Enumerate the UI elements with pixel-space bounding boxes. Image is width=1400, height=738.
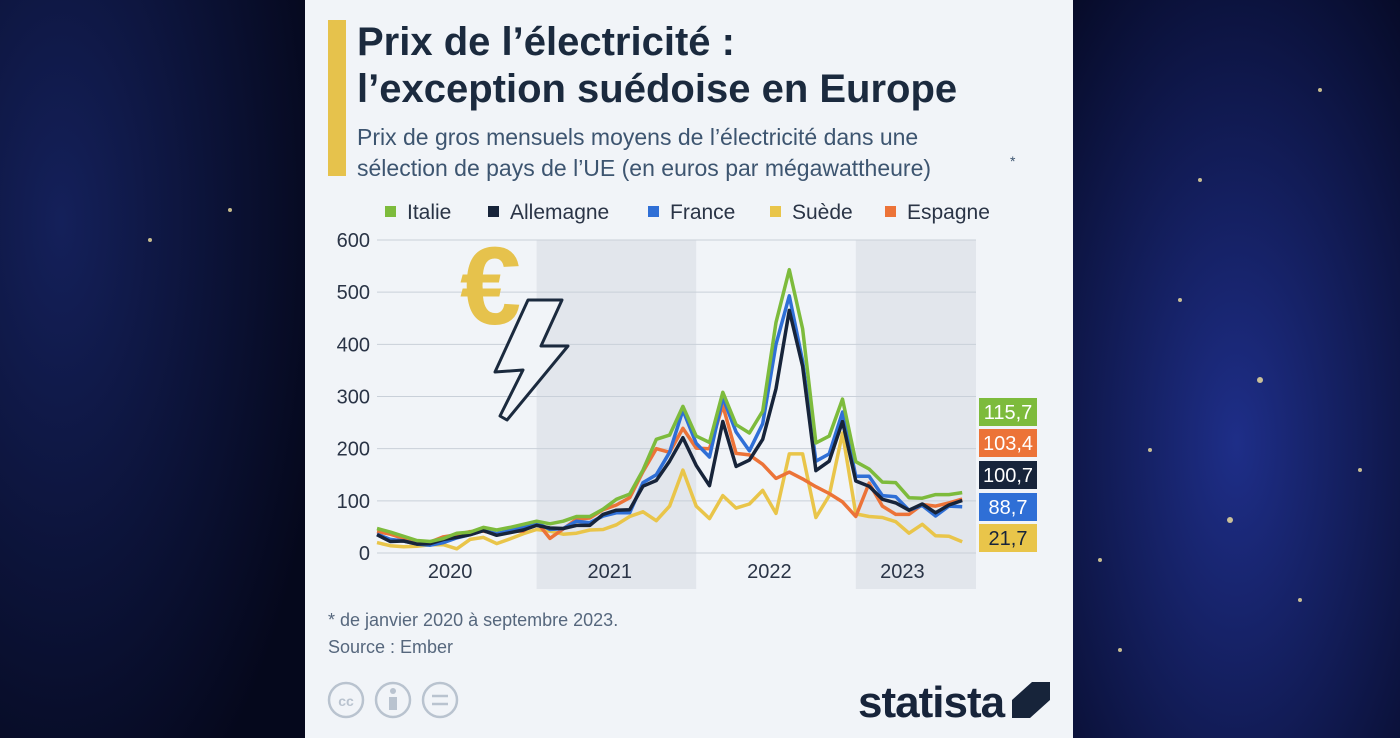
y-tick-label: 600 [337,230,370,252]
legend-swatch [770,206,781,217]
end-value-label: 21,7 [989,528,1028,550]
y-tick-label: 200 [337,439,370,461]
end-value-box [979,524,1037,552]
title: l’exception suédoise en Europe [357,67,957,111]
legend-swatch [385,206,396,217]
city-lights [148,88,1362,652]
x-tick-label: 2022 [747,561,792,583]
end-value-label: 103,4 [983,433,1033,455]
svg-text:cc: cc [338,693,354,709]
series-line [376,308,963,546]
end-value-box [979,493,1037,521]
y-tick-label: 300 [337,387,370,409]
end-value-box [979,461,1037,489]
end-value-box [979,398,1037,426]
title: Prix de l’électricité : [357,20,735,64]
brand-logo [1012,682,1050,718]
footnote: * de janvier 2020 à septembre 2023. [328,610,618,630]
legend-label: Italie [407,201,451,224]
accent-bar [328,20,346,176]
legend-label: France [670,201,735,224]
end-value-label: 100,7 [983,465,1033,487]
y-tick-label: 500 [337,282,370,304]
series-line [376,267,963,544]
legend-label: Espagne [907,201,990,224]
y-tick-label: 100 [337,491,370,513]
end-value-label: 115,7 [984,402,1033,424]
end-value-label: 88,7 [989,497,1028,519]
y-tick-label: 400 [337,334,370,356]
source: Source : Ember [328,637,453,657]
x-tick-label: 2020 [428,561,473,583]
brand: statista [858,678,1006,727]
series-line [376,431,963,551]
end-value-box [979,429,1037,457]
subtitle: sélection de pays de l’UE (en euros par … [357,155,931,181]
lightning-icon [493,298,570,422]
x-tick-label: 2023 [880,561,925,583]
legend-label: Suède [792,201,853,224]
background-right [1073,0,1400,738]
plot: 0 100 200 300 400 500 600 2020 2021 2022 2023 Itali… [337,201,1037,589]
subtitle-marker: * [1010,153,1016,169]
legend-swatch [488,206,499,217]
subtitle: Prix de gros mensuels moyens de l’électr… [357,124,918,150]
y-tick-label: 0 [359,543,370,565]
legend-swatch [885,206,896,217]
legend-swatch [648,206,659,217]
x-tick-label: 2021 [588,561,633,583]
euro-icon: € [460,225,521,348]
license-icons: cc [327,681,459,719]
background-left [0,0,305,738]
year-band [855,240,976,589]
legend-label: Allemagne [510,201,609,224]
